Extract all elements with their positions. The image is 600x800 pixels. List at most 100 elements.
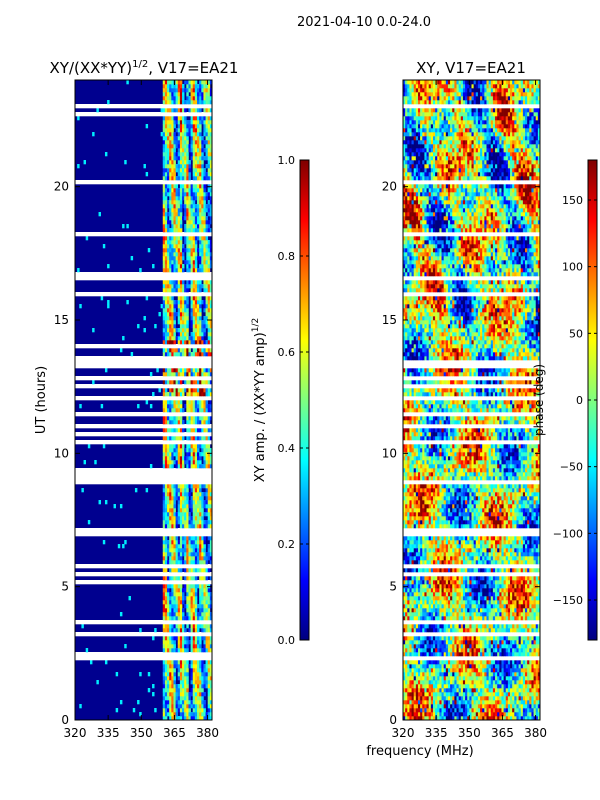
heatmap-cell <box>409 580 412 585</box>
heatmap-cell <box>197 148 200 153</box>
heatmap-cell <box>179 556 183 561</box>
heatmap-cell <box>175 120 179 125</box>
y-tick-label: 5 <box>61 580 69 594</box>
heatmap-cell <box>205 712 209 717</box>
heatmap-cell <box>529 684 532 689</box>
heatmap-cell <box>167 600 170 605</box>
heatmap-cell <box>422 596 425 601</box>
heatmap-cell <box>164 352 168 357</box>
heatmap-cell <box>177 444 181 449</box>
heatmap-cell <box>443 668 447 673</box>
heatmap-cell <box>207 340 211 345</box>
heatmap-cell <box>173 552 176 557</box>
heatmap-cell <box>452 664 455 669</box>
heatmap-cell <box>194 164 198 169</box>
heatmap-cell <box>197 268 200 273</box>
heatmap-cell <box>529 616 532 621</box>
heatmap-cell <box>190 336 194 341</box>
heatmap-cell <box>452 596 455 601</box>
heatmap-cell <box>164 452 168 457</box>
heatmap-cell <box>209 200 212 205</box>
heatmap-cell <box>462 680 466 685</box>
heatmap-cell <box>173 688 176 693</box>
heatmap-cell <box>207 176 211 181</box>
heatmap-cell <box>477 684 481 689</box>
heatmap-cell <box>190 548 194 553</box>
heatmap-cell <box>426 704 429 709</box>
heatmap-cell <box>454 608 457 613</box>
heatmap-cell <box>171 500 174 505</box>
heatmap-cell <box>518 580 522 585</box>
heatmap-cell <box>533 636 537 641</box>
heatmap-cell <box>207 304 211 309</box>
heatmap-cell <box>164 400 168 405</box>
heatmap-cell <box>197 508 200 513</box>
heatmap-cell <box>475 592 479 597</box>
heatmap-cell <box>182 560 185 565</box>
heatmap-cell <box>422 604 425 609</box>
heatmap-cell <box>205 108 209 113</box>
heatmap-cell <box>450 716 453 720</box>
heatmap-cell <box>492 668 496 673</box>
heatmap-cell <box>460 612 464 617</box>
heatmap-cell <box>177 516 181 521</box>
heatmap-cell <box>475 684 479 689</box>
heatmap-cell <box>411 676 415 681</box>
heatmap-cell <box>447 612 451 617</box>
heatmap-cell <box>190 120 194 125</box>
heatmap-cell <box>209 416 212 421</box>
heatmap-cell <box>505 696 509 701</box>
heatmap-cell <box>192 536 196 541</box>
heatmap-cell <box>179 196 183 201</box>
heatmap-cell <box>456 660 459 665</box>
heatmap-cell <box>194 244 198 249</box>
heatmap-cell <box>164 116 168 121</box>
heatmap-cell <box>460 708 464 713</box>
heatmap-cell <box>417 636 421 641</box>
heatmap-cell <box>415 676 419 681</box>
heatmap-cell <box>192 508 196 513</box>
heatmap-cell <box>169 560 172 565</box>
heatmap-cell <box>154 628 157 633</box>
heatmap-cell <box>175 184 179 189</box>
heatmap-cell <box>514 684 517 689</box>
heatmap-cell <box>186 128 189 133</box>
heatmap-cell <box>450 636 453 641</box>
heatmap-cell <box>428 600 432 605</box>
heatmap-cell <box>162 284 166 289</box>
heatmap-cell <box>182 680 185 685</box>
heatmap-cell <box>207 600 211 605</box>
heatmap-cell <box>199 488 202 493</box>
heatmap-cell <box>490 592 494 597</box>
heatmap-cell <box>435 676 438 681</box>
heatmap-cell <box>201 368 204 373</box>
heatmap-cell <box>456 648 459 653</box>
heatmap-cell <box>527 596 530 601</box>
heatmap-cell <box>184 568 187 573</box>
heatmap-cell <box>441 628 444 633</box>
heatmap-cell <box>167 648 170 653</box>
heatmap-cell <box>207 696 211 701</box>
heatmap-cell <box>162 688 166 693</box>
heatmap-cell <box>177 544 181 549</box>
heatmap-cell <box>190 700 194 705</box>
heatmap-cell <box>488 580 492 585</box>
heatmap-cell <box>194 548 198 553</box>
heatmap-cell <box>188 256 191 261</box>
heatmap-cell <box>167 148 170 153</box>
heatmap-cell <box>503 672 507 677</box>
heatmap-cell <box>516 664 519 669</box>
heatmap-cell <box>452 584 455 589</box>
heatmap-cell <box>484 628 487 633</box>
heatmap-cell <box>507 608 511 613</box>
heatmap-cell <box>184 240 187 245</box>
heatmap-cell <box>188 148 191 153</box>
heatmap-cell <box>171 708 174 713</box>
heatmap-cell <box>173 92 176 97</box>
heatmap-cell <box>190 544 194 549</box>
heatmap-cell <box>417 640 421 645</box>
heatmap-cell <box>203 416 206 421</box>
heatmap-cell <box>167 692 170 697</box>
heatmap-cell <box>420 584 423 589</box>
heatmap-cell <box>188 436 191 441</box>
